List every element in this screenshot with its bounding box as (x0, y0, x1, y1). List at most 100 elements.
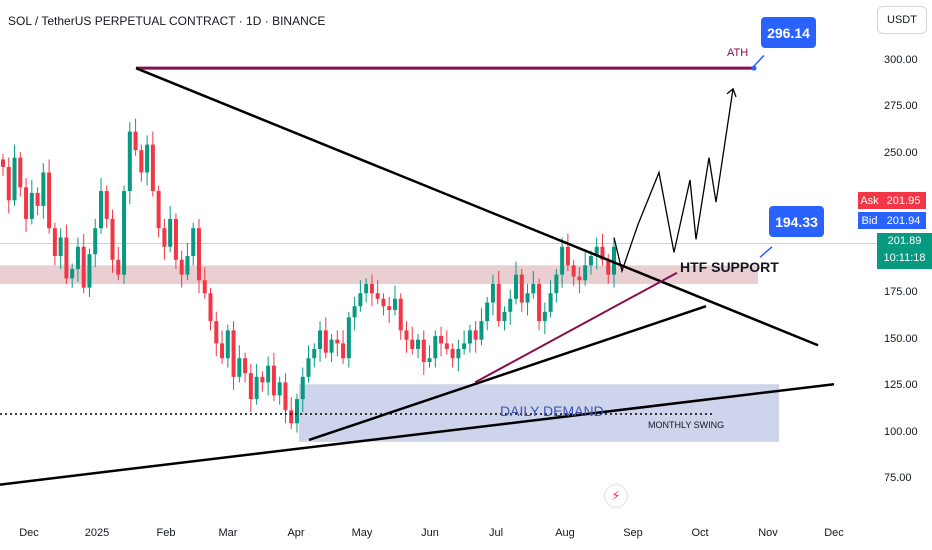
candle-body (98, 191, 103, 229)
x-tick-label: Dec (824, 527, 844, 539)
candle-body (588, 256, 593, 266)
monthly-swing-label: MONTHLY SWING (648, 420, 725, 430)
drawn-lines (0, 54, 835, 486)
y-tick-label: 150.00 (884, 332, 918, 345)
candle-body (225, 330, 230, 359)
candle-body (41, 172, 46, 206)
candle-body (323, 330, 328, 353)
ath-label: ATH (727, 47, 749, 59)
candle-body (260, 376, 265, 383)
candle-body (456, 348, 461, 359)
candle-body (168, 218, 173, 247)
last-price-value: 201.89 (887, 235, 922, 247)
bar-countdown: 10:11:18 (883, 252, 926, 264)
candle-body (485, 302, 490, 322)
x-tick-label: Apr (287, 527, 305, 539)
candle-body (1, 159, 5, 167)
x-tick-label: 2025 (84, 527, 110, 539)
y-tick-label: 300.00 (884, 54, 918, 66)
candle-body (560, 246, 565, 275)
candle-body (473, 330, 478, 340)
candle-body (139, 150, 144, 173)
candle-body (341, 343, 346, 359)
candle-body (196, 228, 201, 281)
candle-body (318, 330, 323, 349)
chart-title: SOL / TetherUS PERPETUAL CONTRACT · 1D ·… (8, 14, 326, 28)
last-price-badge: 201.89 10:11:18 (877, 233, 932, 269)
candle-body (577, 276, 582, 281)
candle-body (231, 330, 236, 377)
candle-body (75, 246, 80, 270)
candle-body (404, 330, 409, 340)
candle-body (421, 339, 426, 362)
candle-body (29, 192, 34, 219)
candle-body (266, 365, 271, 383)
candle-body (104, 191, 109, 219)
support-callout-pointer (759, 246, 773, 258)
candle-body (571, 265, 576, 277)
candle-body (439, 335, 444, 344)
candle-body (6, 166, 11, 201)
candle-body (294, 399, 299, 424)
x-tick-label: May (351, 527, 373, 539)
candle-body (271, 365, 276, 396)
candle-body (537, 283, 542, 322)
candle-body (312, 348, 317, 359)
x-tick-label: Dec (19, 527, 39, 539)
candles (1, 118, 616, 433)
candle-body (606, 259, 611, 275)
candle-body (110, 218, 115, 260)
candle-body (329, 339, 334, 353)
descending-trendline (135, 67, 819, 347)
candle-body (352, 306, 357, 318)
candle-body (122, 191, 127, 275)
candle-body (254, 376, 259, 400)
candle-body (12, 157, 17, 201)
htf-support-label: HTF SUPPORT (680, 259, 779, 275)
candle-body (525, 293, 530, 303)
y-tick-label: 75.00 (884, 472, 912, 484)
ask-price: 201.95 (881, 192, 926, 209)
x-tick-label: Nov (758, 527, 778, 539)
candle-body (508, 298, 513, 312)
candle-body (346, 317, 351, 359)
candle-body (52, 228, 57, 257)
candle-body (335, 339, 340, 344)
candle-body (490, 283, 495, 303)
candle-body (248, 373, 253, 400)
candle-body (467, 330, 472, 344)
currency-selector[interactable]: USDT (877, 6, 927, 34)
candle-body (565, 246, 570, 266)
candle-body (116, 259, 121, 275)
candle-body (600, 246, 605, 260)
candle-body (202, 280, 207, 294)
candle-body (289, 410, 294, 424)
x-tick-label: Feb (156, 527, 176, 539)
candle-body (358, 293, 363, 307)
rising-trendline (308, 305, 707, 442)
candle-body (127, 131, 132, 192)
candle-body (208, 293, 213, 322)
candle-body (64, 237, 69, 279)
candle-body (364, 283, 369, 294)
support-price-callout[interactable]: 194.33 (769, 206, 824, 237)
zones (0, 242, 877, 442)
candle-body (243, 358, 248, 374)
ask-label: Ask (858, 192, 881, 209)
candle-body (150, 144, 155, 192)
candle-body (479, 321, 484, 340)
candle-body (58, 237, 63, 257)
candle-body (93, 228, 98, 255)
y-tick-label: 250.00 (884, 146, 918, 159)
candle-body (369, 283, 374, 294)
candle-body (47, 172, 52, 229)
candle-body (220, 343, 225, 359)
daily-demand-label: DAILY DEMAND (500, 403, 604, 419)
candle-body (24, 187, 29, 219)
candle-body (381, 298, 386, 307)
lightning-icon[interactable]: ⚡ (604, 484, 628, 508)
ath-price-callout[interactable]: 296.14 (761, 17, 816, 48)
x-tick-label: Jun (421, 527, 439, 539)
candle-body (191, 228, 196, 257)
